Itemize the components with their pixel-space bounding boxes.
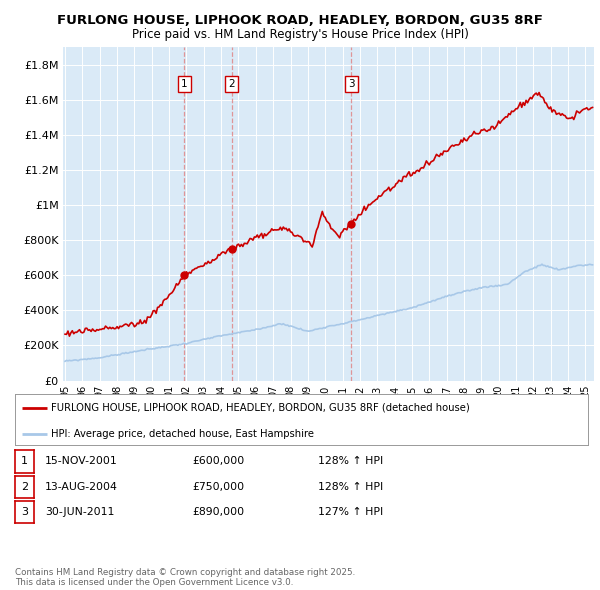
Text: £600,000: £600,000	[192, 457, 244, 466]
Text: £890,000: £890,000	[192, 507, 244, 517]
Text: 3: 3	[21, 507, 28, 517]
Text: 1: 1	[21, 457, 28, 466]
Text: 2: 2	[21, 482, 28, 491]
Text: Contains HM Land Registry data © Crown copyright and database right 2025.
This d: Contains HM Land Registry data © Crown c…	[15, 568, 355, 587]
Text: FURLONG HOUSE, LIPHOOK ROAD, HEADLEY, BORDON, GU35 8RF: FURLONG HOUSE, LIPHOOK ROAD, HEADLEY, BO…	[57, 14, 543, 27]
Text: £750,000: £750,000	[192, 482, 244, 491]
Text: 127% ↑ HPI: 127% ↑ HPI	[318, 507, 383, 517]
Text: 30-JUN-2011: 30-JUN-2011	[45, 507, 115, 517]
Text: 15-NOV-2001: 15-NOV-2001	[45, 457, 118, 466]
Text: 128% ↑ HPI: 128% ↑ HPI	[318, 457, 383, 466]
Text: 1: 1	[181, 79, 188, 89]
Text: 128% ↑ HPI: 128% ↑ HPI	[318, 482, 383, 491]
Text: 13-AUG-2004: 13-AUG-2004	[45, 482, 118, 491]
Text: Price paid vs. HM Land Registry's House Price Index (HPI): Price paid vs. HM Land Registry's House …	[131, 28, 469, 41]
Text: 3: 3	[348, 79, 355, 89]
Text: FURLONG HOUSE, LIPHOOK ROAD, HEADLEY, BORDON, GU35 8RF (detached house): FURLONG HOUSE, LIPHOOK ROAD, HEADLEY, BO…	[50, 402, 469, 412]
Text: 2: 2	[229, 79, 235, 89]
Text: HPI: Average price, detached house, East Hampshire: HPI: Average price, detached house, East…	[50, 428, 314, 438]
